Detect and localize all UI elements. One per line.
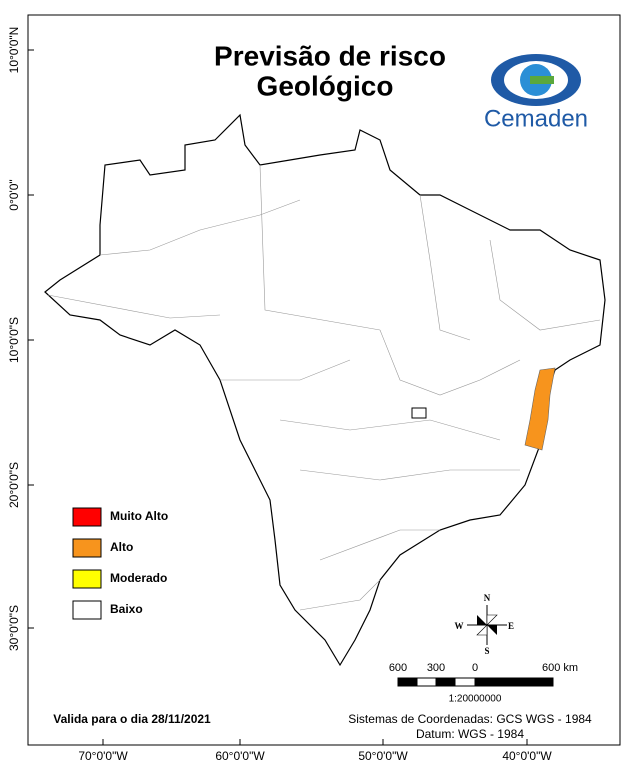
- title-line: Geológico: [257, 70, 394, 101]
- compass-label: W: [455, 621, 464, 631]
- brazil-outline: [44, 113, 606, 667]
- scale-label: 0: [472, 662, 478, 674]
- scale-label: 600: [389, 662, 407, 674]
- compass: [467, 605, 507, 645]
- legend-swatch: [72, 569, 102, 589]
- municipal-boundaries: [47, 164, 601, 611]
- coordinate-system: Sistemas de Coordenadas: GCS WGS - 1984: [348, 712, 592, 726]
- compass-label: S: [484, 646, 489, 656]
- latitude-label: 10°0'0"N: [7, 27, 21, 74]
- legend-swatch: [72, 538, 102, 558]
- longitude-label: 60°0'0"W: [215, 749, 265, 763]
- compass-label: N: [484, 593, 491, 603]
- graticule-ticks: [28, 49, 528, 745]
- latitude-label: 30°0'0"S: [7, 605, 21, 651]
- latitude-label: 20°0'0"S: [7, 462, 21, 508]
- legend-label: Moderado: [110, 571, 167, 585]
- legend-label: Muito Alto: [110, 509, 168, 523]
- logo-text: Cemaden: [484, 105, 588, 132]
- logo: Cemaden: [484, 54, 588, 132]
- scale-ratio: 1:20000000: [449, 694, 502, 705]
- high-risk-area: [524, 367, 556, 451]
- scale-label: 300: [427, 662, 445, 674]
- legend-label: Baixo: [110, 602, 143, 616]
- longitude-label: 40°0'0"W: [502, 749, 552, 763]
- legend-label: Alto: [110, 540, 133, 554]
- federal-district: [411, 407, 427, 419]
- longitude-label: 70°0'0"W: [78, 749, 128, 763]
- title-line: Previsão de risco: [214, 40, 446, 71]
- scale-label: 600 km: [542, 662, 578, 674]
- scale-bar: [397, 677, 554, 687]
- legend-swatch: [72, 507, 102, 527]
- longitude-label: 50°0'0"W: [358, 749, 408, 763]
- datum: Datum: WGS - 1984: [416, 727, 524, 741]
- compass-label: E: [508, 621, 514, 631]
- latitude-label: 10°0'0"S: [7, 317, 21, 363]
- legend-swatch: [72, 600, 102, 620]
- validity-date: Valida para o dia 28/11/2021: [53, 712, 211, 726]
- latitude-label: 0°0'0": [7, 179, 21, 210]
- logo-bar: [530, 76, 554, 84]
